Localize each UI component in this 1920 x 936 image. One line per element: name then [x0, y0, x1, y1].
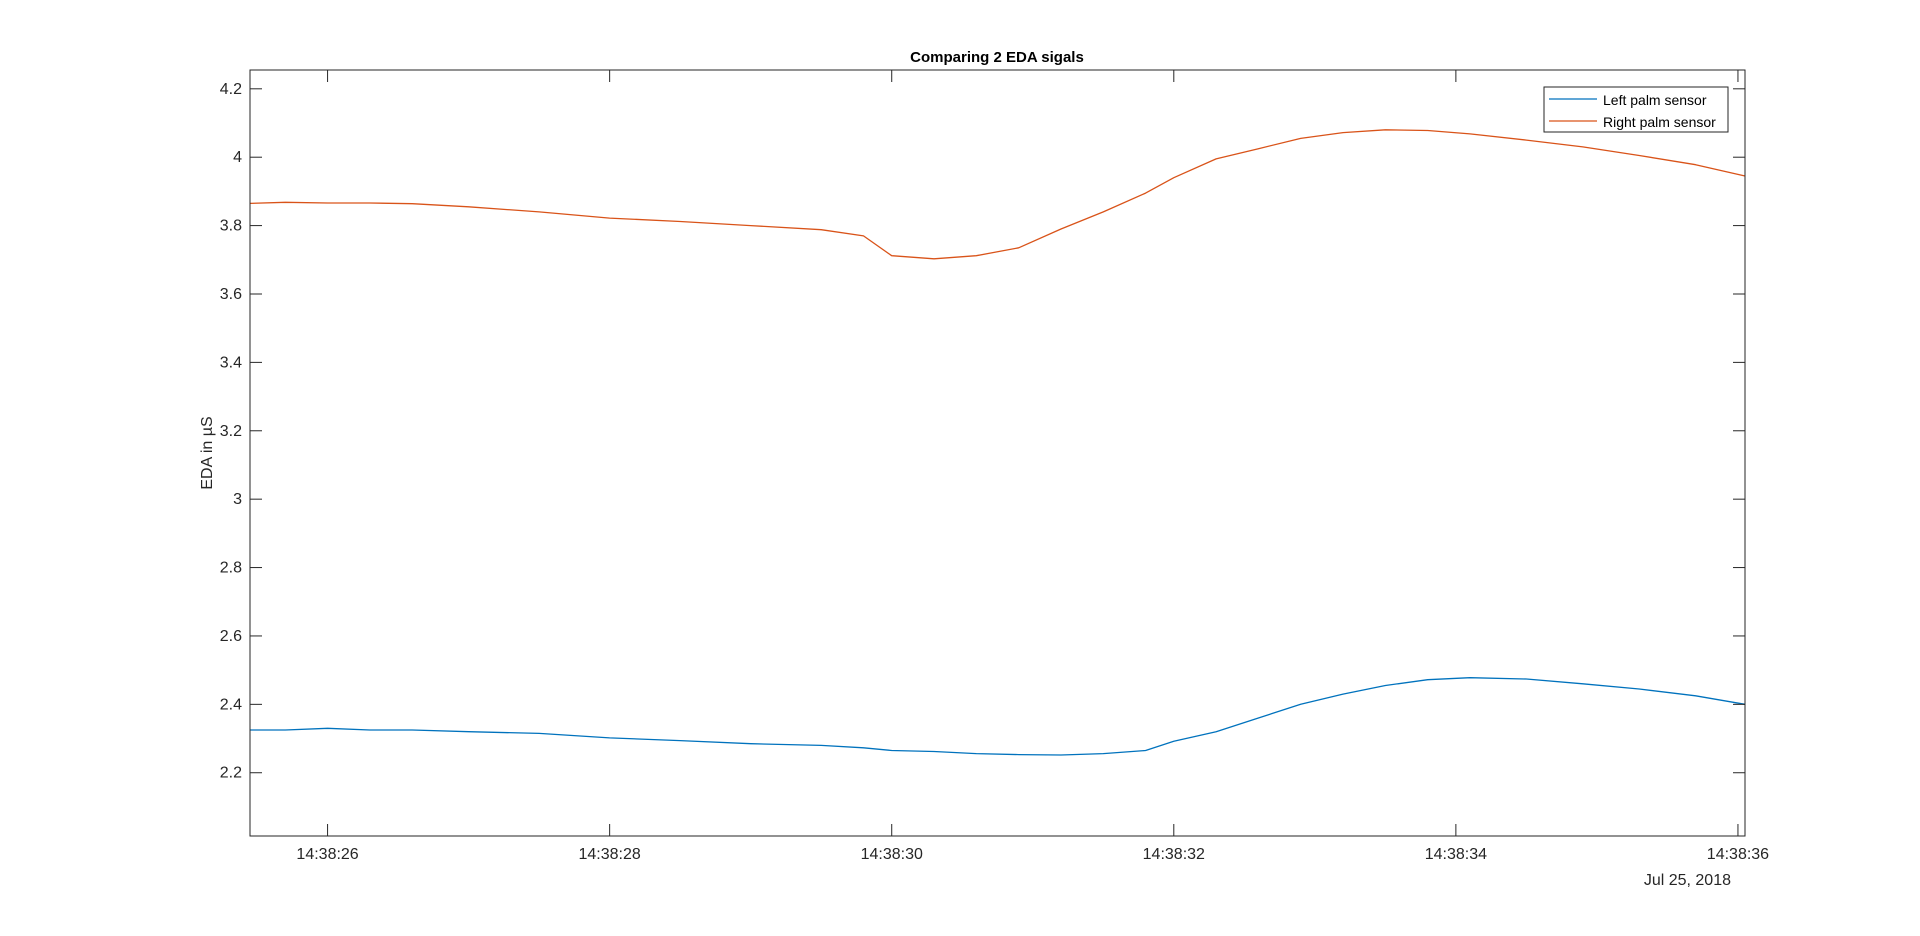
legend-label-right-palm-sensor: Right palm sensor	[1603, 114, 1716, 130]
x-tick-label: 14:38:36	[1707, 846, 1769, 863]
y-tick-label: 4.2	[220, 81, 242, 98]
y-axis-label: EDA in µS	[199, 416, 216, 489]
y-tick-label: 4	[233, 149, 242, 166]
legend: Left palm sensor Right palm sensor	[1543, 86, 1729, 133]
y-axis-ticks: 2.2 2.4 2.6 2.8 3 3.2 3.4 3.6 3.8 4 4.2	[220, 81, 1745, 782]
plot-area	[250, 70, 1745, 836]
y-tick-label: 3.4	[220, 354, 242, 371]
x-tick-label: 14:38:32	[1143, 846, 1205, 863]
y-tick-label: 2.4	[220, 696, 242, 713]
series-line-left-palm-sensor	[250, 677, 1746, 756]
y-tick-label: 2.6	[220, 628, 242, 645]
y-tick-label: 3.6	[220, 286, 242, 303]
y-tick-label: 3.2	[220, 423, 242, 440]
y-tick-label: 3.8	[220, 218, 242, 235]
legend-box	[1543, 86, 1729, 133]
legend-label-left-palm-sensor: Left palm sensor	[1603, 92, 1707, 108]
chart-title: Comparing 2 EDA sigals	[910, 49, 1084, 66]
x-tick-label: 14:38:28	[579, 846, 641, 863]
y-tick-label: 2.8	[220, 560, 242, 577]
series-line-right-palm-sensor	[249, 129, 1746, 260]
series-lines	[249, 129, 1746, 756]
x-date-label: Jul 25, 2018	[1644, 872, 1731, 889]
y-tick-label: 2.2	[220, 765, 242, 782]
x-tick-label: 14:38:30	[861, 846, 923, 863]
x-tick-label: 14:38:34	[1425, 846, 1487, 863]
y-tick-label: 3	[233, 491, 242, 508]
x-tick-label: 14:38:26	[296, 846, 358, 863]
axes-box	[249, 69, 1746, 837]
x-axis-ticks: 14:38:26 14:38:28 14:38:30 14:38:32 14:38:34…	[296, 70, 1769, 863]
